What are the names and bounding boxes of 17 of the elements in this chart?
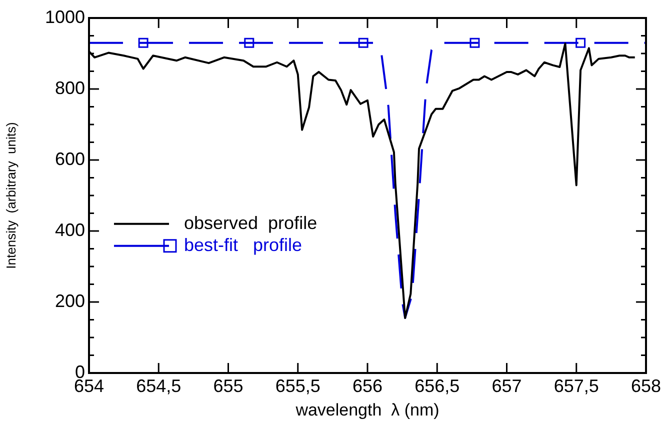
x-tick-label: 658	[630, 376, 662, 396]
y-tick-label: 400	[54, 220, 85, 240]
x-tick-label: 655,5	[275, 376, 320, 396]
x-tick-label: 655	[213, 376, 244, 396]
y-tick-label: 800	[54, 78, 85, 98]
x-tick-label: 656,5	[414, 376, 460, 396]
x-tick-label: 657,5	[554, 376, 599, 396]
y-tick-label: 1000	[44, 6, 85, 27]
legend-label: best-fit profile	[184, 234, 302, 255]
y-tick-label: 600	[54, 148, 85, 169]
x-tick-label: 654,5	[136, 376, 182, 396]
x-axis-title: wavelength λ (nm)	[294, 400, 440, 420]
y-axis-title: Intensity (arbitrary units)	[3, 122, 18, 269]
legend-label: observed profile	[184, 212, 318, 233]
x-tick-label: 656	[352, 376, 383, 396]
y-tick-label: 200	[54, 290, 85, 311]
x-tick-label: 657	[492, 376, 522, 396]
